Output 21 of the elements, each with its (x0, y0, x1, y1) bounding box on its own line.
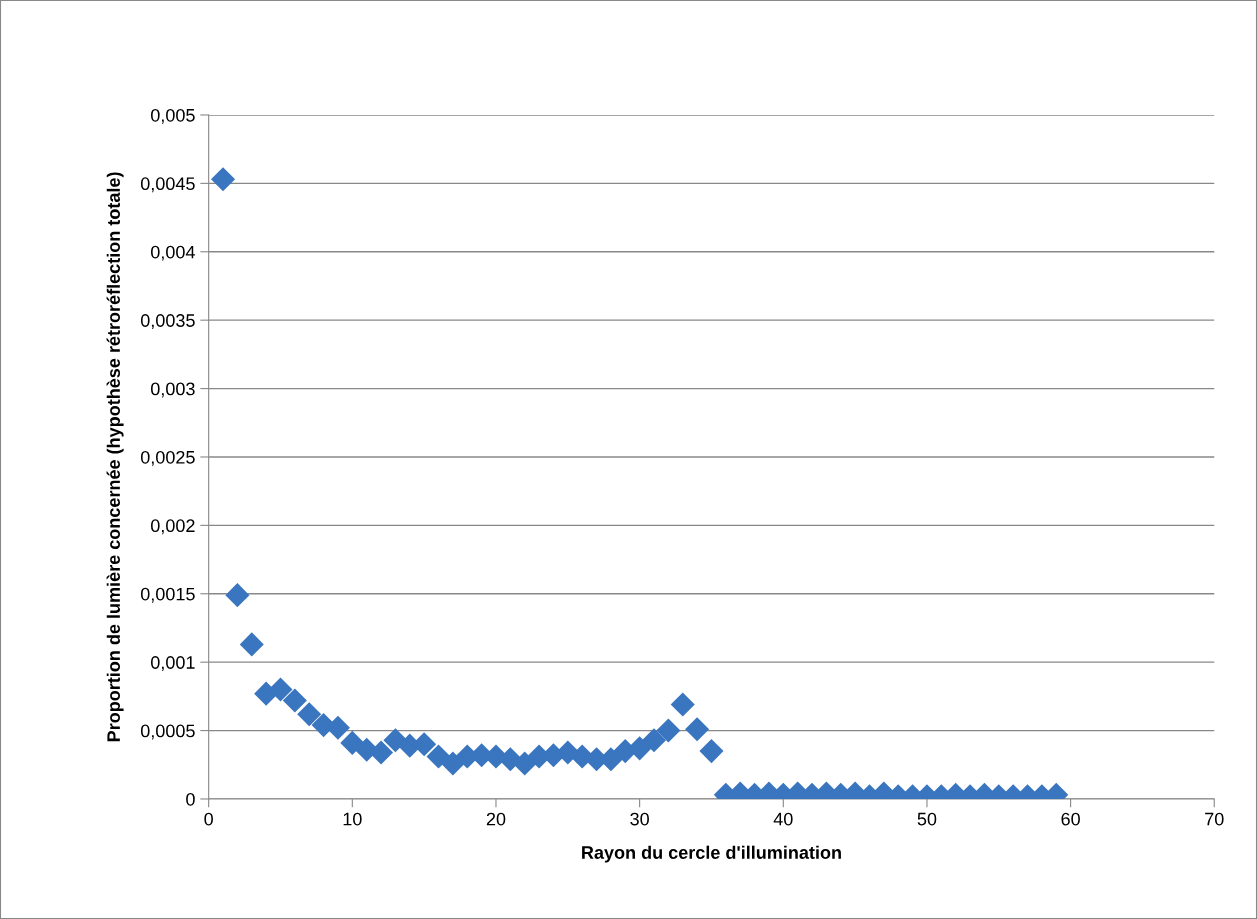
y-tick-label: 0,0035 (140, 314, 195, 330)
x-axis-title: Rayon du cercle d'illumination (582, 845, 841, 863)
y-tick-label: 0,002 (150, 519, 195, 535)
y-tick-label: 0,003 (150, 382, 195, 398)
x-tick-label: 10 (343, 812, 362, 826)
x-tick-label: 20 (486, 812, 506, 826)
x-tick-label: 60 (1061, 812, 1080, 826)
y-tick-label: 0,0015 (140, 587, 195, 603)
y-tick-label: 0,005 (150, 108, 195, 124)
y-tick-label: 0 (186, 792, 195, 806)
y-axis-title: Proportion de lumière concernée (hypothèse rétroréflection totale) (106, 172, 124, 742)
x-tick-label: 50 (917, 812, 937, 826)
y-tick-label: 0,001 (150, 656, 195, 672)
x-tick-label: 40 (773, 812, 793, 826)
y-tick-label: 0,004 (150, 245, 195, 261)
x-tick-label: 30 (630, 812, 649, 826)
x-tick-label: 70 (1205, 812, 1224, 826)
y-tick-label: 0,0045 (140, 177, 195, 193)
y-tick-label: 0,0025 (140, 450, 195, 466)
x-tick-label: 0 (204, 812, 213, 826)
y-tick-label: 0,0005 (140, 724, 195, 740)
